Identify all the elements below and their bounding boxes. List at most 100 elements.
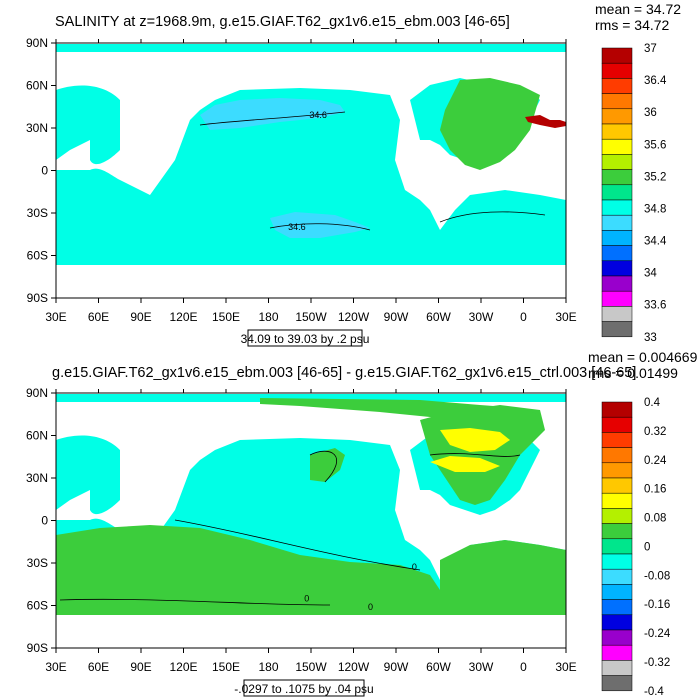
- panel-bottom-southern-green: [56, 525, 440, 615]
- panel-bottom-south-atlantic-green: [440, 540, 566, 615]
- panel-bottom-colorbar: 0.4 0.32 0.24 0.16 0.08 0 -0.08 -0.16 -0.24 -0.32…: [601, 397, 671, 698]
- colorbar-swatch: [601, 93, 633, 110]
- x-tick-label: 90W: [384, 660, 409, 674]
- colorbar-label: -0.4: [644, 686, 664, 698]
- panel-top-x-axis: 30E 60E 90E 120E 150E 180 150W 120W 90W 60W 30W 0 30…: [45, 39, 577, 324]
- colorbar-label: 0.16: [644, 484, 666, 496]
- panel-bottom-arctic-green: [260, 398, 540, 420]
- panel-top-mediterranean-region: [525, 115, 566, 128]
- y-tick-label: 90S: [27, 291, 48, 305]
- colorbar-label: 33.6: [644, 300, 666, 312]
- panel-top-contour-north-pacific: [199, 111, 346, 126]
- colorbar-swatch: [601, 260, 633, 277]
- colorbar-label: -0.16: [644, 599, 670, 611]
- x-tick-label: 30E: [555, 660, 576, 674]
- y-tick-label: 90S: [27, 641, 48, 655]
- colorbar-label: -0.32: [644, 657, 670, 669]
- y-tick-label: 0: [41, 164, 48, 178]
- y-tick-label: 60N: [26, 429, 48, 443]
- colorbar-swatch: [601, 275, 633, 292]
- colorbar-label: 0.24: [644, 455, 667, 467]
- panel-top-south-pacific-region: [270, 212, 370, 238]
- colorbar-label: 33: [644, 332, 657, 344]
- contour-label: 34.6: [309, 110, 327, 120]
- colorbar-swatch: [601, 462, 633, 479]
- colorbar-swatch: [601, 614, 633, 631]
- colorbar-swatch: [601, 154, 633, 170]
- panel-top-y-axis: 90N 60N 30N 0 30S 60S 90S: [26, 36, 56, 305]
- panel-top-title: SALINITY at z=1968.9m, g.e15.GIAF.T62_gx…: [55, 14, 510, 30]
- x-tick-label: 150W: [295, 660, 327, 674]
- colorbar-swatch: [601, 401, 633, 418]
- colorbar-label: 36: [644, 107, 657, 119]
- colorbar-swatch: [601, 123, 633, 140]
- y-tick-label: 30S: [27, 556, 48, 570]
- panel-bottom-contour-north-pacific: [309, 450, 337, 483]
- panel-top: SALINITY at z=1968.9m, g.e15.GIAF.T62_gx…: [26, 1, 681, 347]
- x-tick-label: 60E: [88, 660, 109, 674]
- x-tick-label: 0: [520, 310, 527, 324]
- y-tick-label: 90N: [26, 386, 48, 400]
- y-tick-label: 0: [41, 514, 48, 528]
- x-tick-label: 150W: [295, 310, 327, 324]
- colorbar-label: -0.08: [644, 570, 670, 582]
- x-tick-label: 90W: [384, 310, 409, 324]
- colorbar-swatch: [601, 629, 633, 646]
- contour-label: 34.6: [288, 222, 306, 232]
- colorbar-swatch: [601, 675, 633, 692]
- colorbar-label: -0.24: [644, 628, 671, 640]
- colorbar-label: 0: [644, 541, 650, 553]
- colorbar-label: 36.4: [644, 75, 667, 87]
- y-tick-label: 30N: [26, 471, 48, 485]
- x-tick-label: 60E: [88, 310, 109, 324]
- colorbar-swatch: [601, 245, 633, 262]
- panel-bottom-contour-southern-ocean: [59, 598, 331, 606]
- panel-top-map: [55, 42, 567, 299]
- colorbar-swatch: [601, 568, 633, 585]
- contour-label: 0: [412, 562, 417, 572]
- colorbar-swatch: [601, 214, 633, 231]
- panel-top-mean: mean = 34.72: [595, 1, 681, 17]
- panel-bottom-x-axis: 30E 60E 90E 120E 150E 180 150W 120W 90W 60W 30W 0 30…: [45, 389, 577, 674]
- colorbar-swatch: [601, 138, 633, 155]
- x-tick-label: 30E: [555, 310, 576, 324]
- y-tick-label: 90N: [26, 36, 48, 50]
- colorbar-swatch: [601, 644, 633, 661]
- colorbar-swatch: [601, 169, 633, 186]
- panel-top-contour-info: 34.09 to 39.03 by .2 psu: [241, 332, 370, 346]
- colorbar-swatch: [601, 538, 633, 555]
- panel-bottom: g.e15.GIAF.T62_gx1v6.e15_ebm.003 [46-65]…: [26, 349, 698, 698]
- colorbar-swatch: [601, 230, 633, 246]
- colorbar-swatch: [601, 184, 633, 201]
- panel-top-atlantic-region: [440, 78, 540, 170]
- x-tick-label: 120W: [338, 310, 370, 324]
- colorbar-swatch: [601, 492, 633, 509]
- colorbar-swatch: [601, 321, 633, 338]
- panel-bottom-contour-labels: 0 0 0: [304, 562, 417, 612]
- y-tick-label: 30S: [27, 206, 48, 220]
- colorbar-label: 0.32: [644, 426, 666, 438]
- panel-bottom-contour-info: -.0297 to .1075 by .04 psu: [234, 682, 373, 696]
- x-tick-label: 30W: [469, 660, 494, 674]
- panel-bottom-north-pacific-green: [310, 448, 345, 482]
- colorbar-label: 34.4: [644, 236, 667, 248]
- x-tick-label: 120E: [169, 660, 197, 674]
- colorbar-label: 37: [644, 43, 657, 55]
- panel-top-contour-info-box: [247, 329, 363, 347]
- colorbar-swatch: [601, 553, 633, 570]
- colorbar-label: 0.08: [644, 513, 666, 525]
- contour-label: 0: [368, 602, 373, 612]
- x-tick-label: 60W: [426, 660, 451, 674]
- x-tick-label: 90E: [130, 310, 151, 324]
- x-tick-label: 30E: [45, 310, 66, 324]
- colorbar-swatch: [601, 432, 633, 448]
- panel-bottom-mean: mean = 0.004669: [588, 349, 698, 365]
- colorbar-swatch: [601, 477, 633, 494]
- panel-bottom-contour-north-atlantic: [429, 453, 521, 457]
- colorbar-swatch: [601, 584, 633, 600]
- x-tick-label: 90E: [130, 660, 151, 674]
- x-tick-label: 60W: [426, 310, 451, 324]
- colorbar-swatch: [601, 47, 633, 64]
- colorbar-swatch: [601, 62, 633, 79]
